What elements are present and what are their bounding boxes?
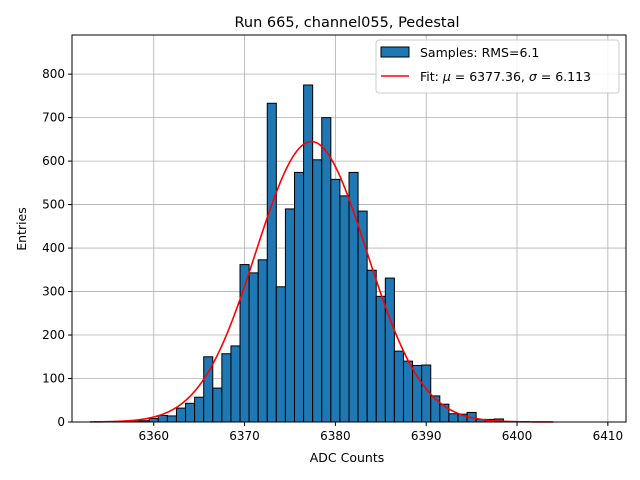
histogram-bar	[412, 364, 423, 423]
histogram-bar	[393, 350, 404, 423]
legend: Samples: RMS=6.1 Fit: μ = 6377.36, σ = 6…	[375, 39, 620, 94]
x-tick-label: 6380	[320, 429, 351, 443]
histogram-bar	[157, 414, 168, 423]
gaussian-fit-curve	[90, 140, 554, 423]
legend-label-samples: Samples: RMS=6.1	[420, 45, 539, 60]
y-tick-label: 700	[42, 111, 65, 125]
histogram-bar	[194, 396, 205, 423]
histogram-bar	[375, 295, 386, 423]
histogram-bar	[230, 345, 241, 423]
legend-swatch-samples	[380, 46, 410, 58]
x-tick-label: 6410	[593, 429, 624, 443]
histogram-bar	[185, 402, 196, 423]
histogram-bar	[448, 413, 459, 423]
y-axis-label: Entries	[14, 207, 29, 251]
y-tick-label: 600	[42, 154, 65, 168]
y-tick-label: 100	[42, 372, 65, 386]
histogram-bar	[321, 117, 332, 423]
histogram-bar	[312, 159, 323, 423]
legend-box	[375, 39, 620, 94]
x-tick-label: 6360	[138, 429, 169, 443]
histogram-bars	[112, 84, 523, 423]
y-tick-label: 800	[42, 67, 65, 81]
histogram-bar	[357, 210, 368, 423]
axes-frame	[71, 34, 627, 423]
y-tick-label: 200	[42, 328, 65, 342]
histogram-bar	[366, 269, 377, 423]
histogram-bar	[221, 353, 232, 423]
histogram-bar	[294, 171, 305, 423]
histogram-bar	[148, 418, 159, 423]
histogram-bar	[175, 407, 187, 423]
y-tick-label: 500	[42, 198, 65, 212]
histogram-bar	[248, 272, 259, 423]
x-axis-label: ADC Counts	[310, 450, 385, 465]
legend-label-fit: Fit: μ = 6377.36, σ = 6.113	[420, 69, 591, 84]
histogram-bar	[402, 360, 414, 423]
y-tick-label: 400	[42, 241, 65, 255]
histogram-bar	[330, 178, 341, 423]
histogram-bar	[166, 415, 177, 423]
histogram-bar	[266, 102, 277, 423]
y-tick-label: 300	[42, 285, 65, 299]
histogram-bar	[275, 286, 286, 423]
x-tick-label: 6400	[502, 429, 533, 443]
histogram-bar	[284, 208, 296, 423]
histogram-bar	[212, 387, 223, 423]
histogram-bar	[257, 259, 268, 423]
x-tick-label: 6370	[229, 429, 260, 443]
x-tick-label: 6390	[411, 429, 442, 443]
histogram-bar	[303, 84, 314, 423]
histogram-bar	[384, 277, 395, 423]
axis-ticks: 6360 6370 6380 6390 6400 6410 0 100 200 300 400 500…	[42, 67, 623, 443]
histogram-bar	[339, 195, 350, 423]
histogram-bar	[430, 395, 441, 423]
chart-title: Run 665, channel055, Pedestal	[234, 15, 459, 31]
y-tick-label: 0	[57, 415, 65, 429]
